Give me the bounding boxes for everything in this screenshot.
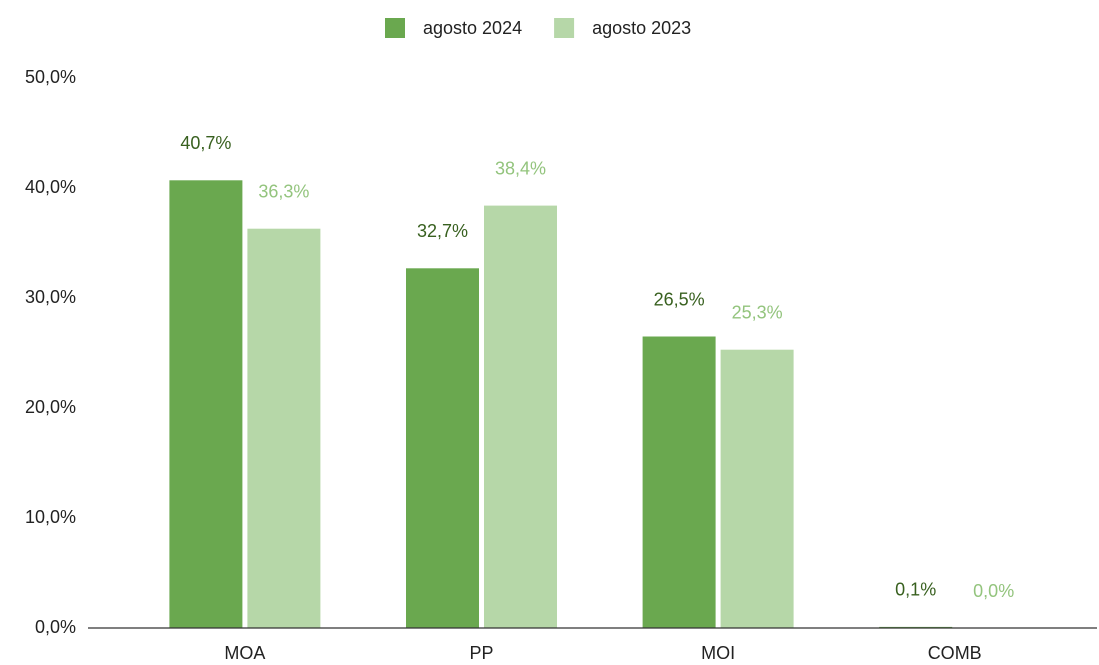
- x-tick-label: PP: [469, 643, 493, 663]
- x-tick-label: MOA: [224, 643, 265, 663]
- y-tick-label: 10,0%: [25, 507, 76, 527]
- y-tick-label: 50,0%: [25, 67, 76, 87]
- bar: [484, 205, 557, 628]
- bar: [247, 228, 321, 628]
- x-tick-label: COMB: [928, 643, 982, 663]
- value-label: 0,1%: [895, 580, 936, 600]
- legend-label: agosto 2024: [423, 18, 522, 38]
- bar: [169, 180, 243, 629]
- bar: [406, 268, 479, 628]
- value-label: 25,3%: [732, 302, 783, 322]
- legend-swatch: [554, 18, 575, 38]
- value-label: 38,4%: [495, 158, 546, 178]
- bar: [642, 336, 716, 628]
- value-label: 40,7%: [180, 133, 231, 153]
- value-label: 36,3%: [258, 181, 309, 201]
- y-tick-label: 0,0%: [35, 617, 76, 637]
- value-label: 32,7%: [417, 221, 468, 241]
- bar: [720, 349, 794, 628]
- value-label: 26,5%: [654, 289, 705, 309]
- y-tick-label: 40,0%: [25, 177, 76, 197]
- value-label: 0,0%: [973, 581, 1014, 601]
- x-tick-label: MOI: [701, 643, 735, 663]
- y-tick-label: 20,0%: [25, 397, 76, 417]
- y-tick-label: 30,0%: [25, 287, 76, 307]
- legend-label: agosto 2023: [592, 18, 691, 38]
- legend-swatch: [385, 18, 405, 38]
